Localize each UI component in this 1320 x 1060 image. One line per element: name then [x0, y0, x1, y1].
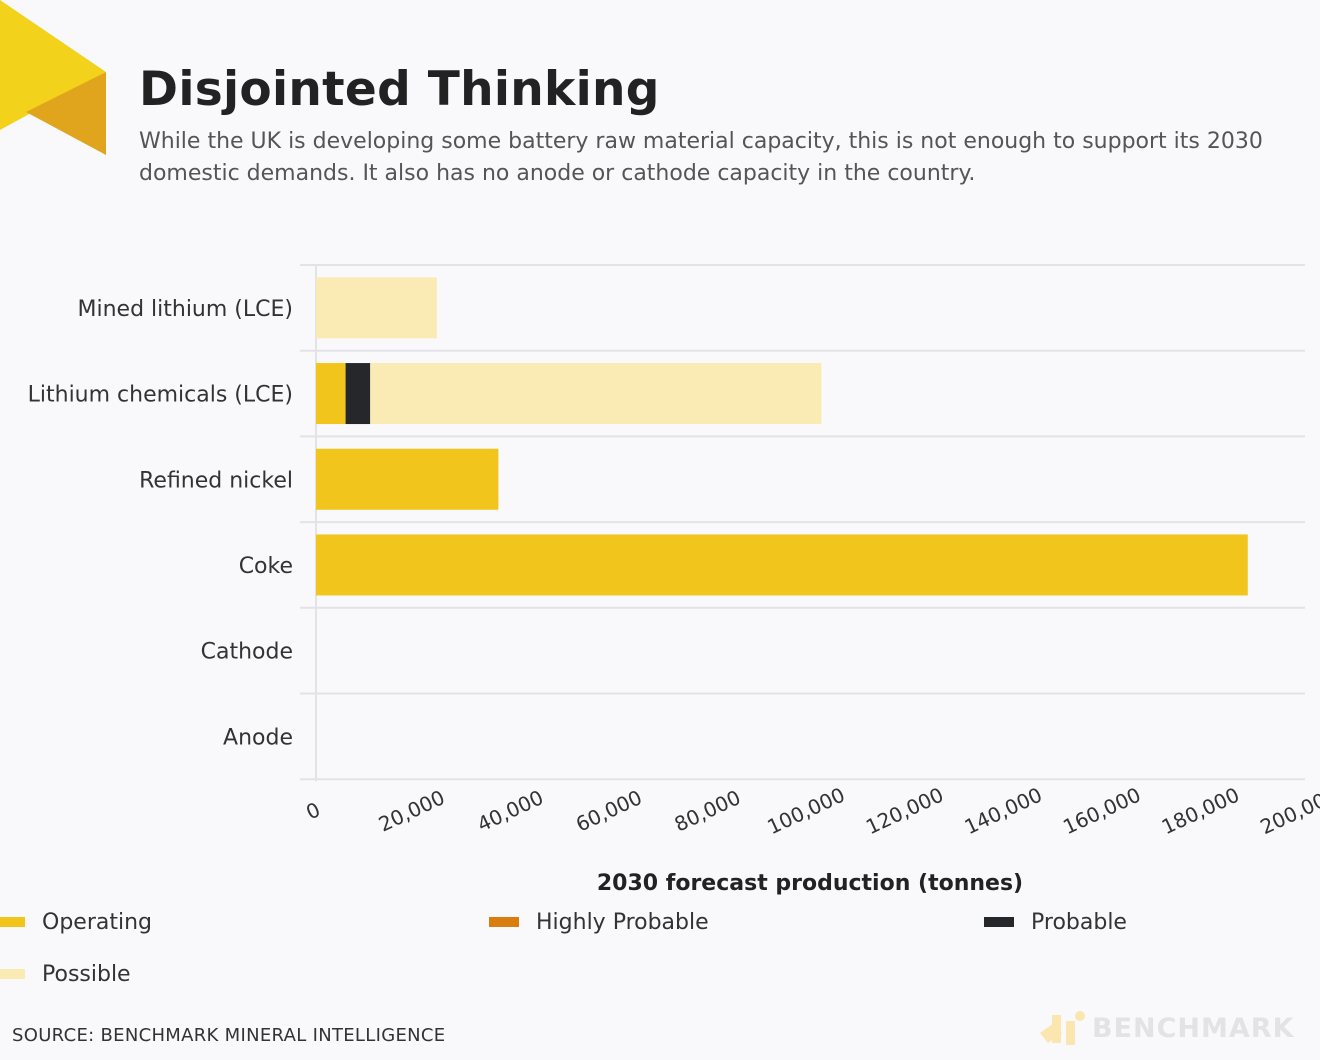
x-tick-label: 200,000 [1256, 783, 1320, 840]
x-tick-label: 140,000 [961, 783, 1046, 840]
legend-swatch-highly-probable [489, 917, 519, 927]
category-label: Mined lithium (LCE) [78, 297, 294, 322]
legend-item-highly-probable: Highly Probable [489, 907, 709, 937]
source-note: SOURCE: BENCHMARK MINERAL INTELLIGENCE [12, 1025, 446, 1046]
legend-label-highly-probable: Highly Probable [536, 909, 709, 935]
legend-item-operating: Operating [0, 907, 152, 937]
x-tick-label: 40,000 [473, 785, 547, 836]
category-label: Lithium chemicals (LCE) [28, 383, 293, 408]
benchmark-mark-icon [1040, 1011, 1085, 1045]
bar-lithium-chemicals-lce-possible [370, 363, 822, 425]
x-axis-title: 2030 forecast production (tonnes) [597, 871, 1023, 896]
bar-lithium-chemicals-lce-probable [345, 363, 371, 425]
category-label: Anode [223, 725, 293, 750]
x-tick-label: 60,000 [572, 785, 646, 836]
bar-refined-nickel-operating [316, 448, 499, 510]
x-tick-label: 80,000 [671, 785, 745, 836]
bars [316, 277, 1248, 596]
x-tick-label: 180,000 [1158, 783, 1243, 840]
category-label: Refined nickel [139, 468, 293, 493]
bar-coke-operating [316, 534, 1248, 596]
grid-lines [300, 264, 1305, 782]
legend-label-probable: Probable [1031, 909, 1127, 935]
x-tick-labels: 0 20,000 40,000 60,000 80,000 100,000 120,000 1… [302, 783, 1320, 840]
bar-mined-lithium-lce-possible [316, 277, 437, 339]
x-tick-label: 100,000 [763, 783, 848, 840]
category-labels: Mined lithium (LCE) Lithium chemicals (LC… [28, 297, 293, 750]
category-label: Coke [239, 554, 293, 579]
legend-swatch-possible [0, 969, 25, 979]
legend-swatch-probable [984, 917, 1014, 927]
bar-lithium-chemicals-lce-operating [316, 363, 346, 425]
corner-logo [0, 0, 106, 155]
x-tick-label: 20,000 [375, 785, 449, 836]
page-title: Disjointed Thinking [139, 62, 660, 117]
benchmark-wordmark: BENCHMARK [1092, 1012, 1295, 1044]
x-tick-label: 160,000 [1059, 783, 1144, 840]
legend-label-possible: Possible [42, 961, 131, 987]
x-tick-label: 120,000 [862, 783, 947, 840]
category-label: Cathode [201, 640, 293, 665]
legend-label-operating: Operating [42, 909, 152, 935]
legend-item-probable: Probable [984, 907, 1127, 937]
x-tick-label: 0 [302, 797, 324, 824]
benchmark-logo: BENCHMARK [1040, 1006, 1295, 1050]
legend-swatch-operating [0, 917, 25, 927]
page-subtitle: While the UK is developing some battery … [139, 129, 1263, 186]
legend-item-possible: Possible [0, 959, 131, 989]
bar-chart: Mined lithium (LCE) Lithium chemicals (LC… [28, 264, 1320, 896]
